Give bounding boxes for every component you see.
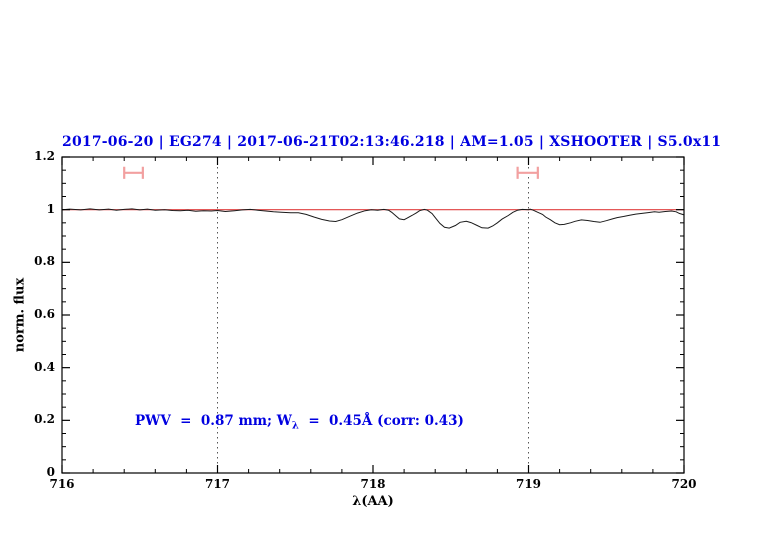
plot-title: 2017-06-20 | EG274 | 2017-06-21T02:13:46… xyxy=(62,134,722,150)
x-tick-label: 717 xyxy=(204,477,231,491)
x-tick-label: 720 xyxy=(671,477,697,491)
y-tick-label: 0.6 xyxy=(34,307,55,321)
pwv-annotation-suffix: = 0.45Å (corr: 0.43) xyxy=(298,413,464,429)
pwv-annotation-prefix: PWV = 0.87 mm; W xyxy=(135,413,292,429)
pwv-annotation-subscript: λ xyxy=(291,420,299,432)
x-axis-label: λ(AA) xyxy=(352,494,394,509)
x-tick-label: 718 xyxy=(360,477,386,491)
y-tick-label: 1 xyxy=(46,201,55,216)
y-tick-label: 0.4 xyxy=(34,359,55,374)
y-tick-label: 0.2 xyxy=(34,412,55,427)
y-tick-label: 0 xyxy=(46,465,55,479)
x-tick-label: 719 xyxy=(515,477,542,491)
y-tick-label: 1.2 xyxy=(34,149,55,163)
y-tick-label: 0.8 xyxy=(34,254,55,269)
x-tick-label: 716 xyxy=(49,477,75,491)
pwv-annotation: PWV = 0.87 mm; Wλ = 0.45Å (corr: 0.43) xyxy=(135,413,464,432)
spectrum-line xyxy=(61,208,685,229)
